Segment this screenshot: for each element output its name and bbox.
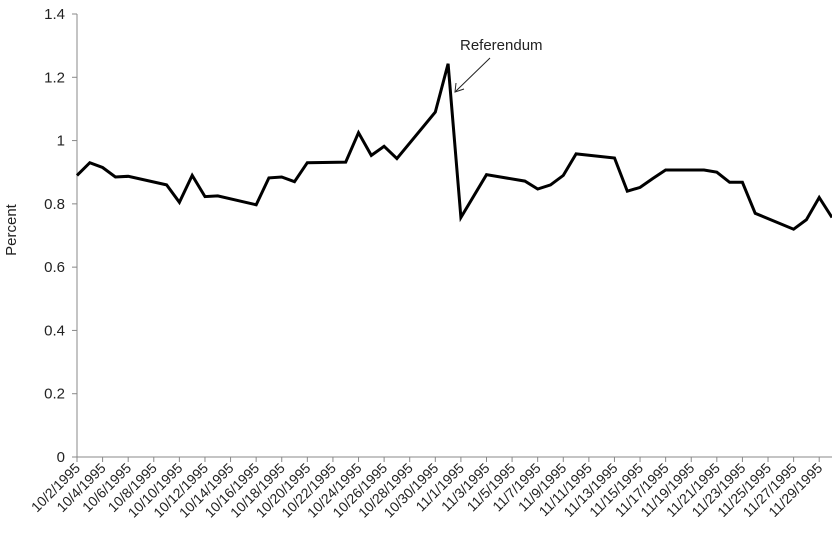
y-tick-label: 0 bbox=[57, 449, 65, 466]
series-line bbox=[75, 63, 832, 231]
y-tick-label: 0.6 bbox=[44, 259, 65, 276]
y-tick-label: 1.4 bbox=[44, 6, 65, 23]
annotation: Referendum bbox=[460, 37, 543, 54]
y-tick-label: 0.4 bbox=[44, 322, 65, 339]
annotation-arrow bbox=[455, 57, 491, 92]
y-tick-label: 0.2 bbox=[44, 386, 65, 403]
y-tick-label: 1 bbox=[57, 133, 65, 150]
y-tick-label: 1.2 bbox=[44, 69, 65, 86]
annotation-arrowhead bbox=[454, 82, 465, 93]
y-axis-label: Percent bbox=[3, 203, 20, 256]
y-tick-label: 0.8 bbox=[44, 196, 65, 213]
